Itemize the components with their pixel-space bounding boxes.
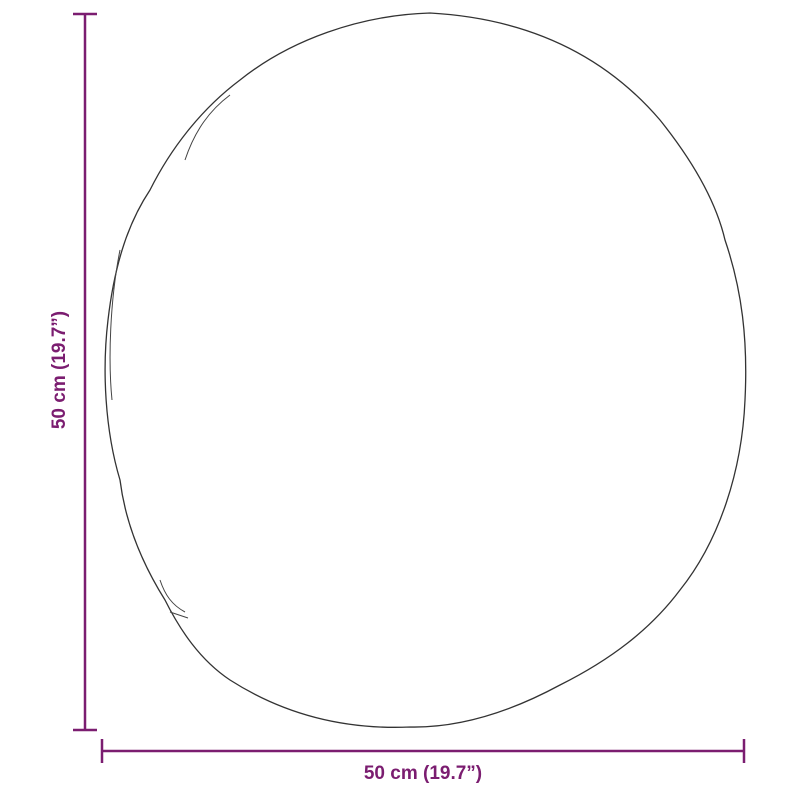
height-label: 50 cm (19.7”) (49, 310, 70, 430)
mirror-outline (104, 12, 747, 728)
mirror-edge-detail (109, 94, 231, 619)
width-label: 50 cm (19.7”) (363, 763, 483, 784)
